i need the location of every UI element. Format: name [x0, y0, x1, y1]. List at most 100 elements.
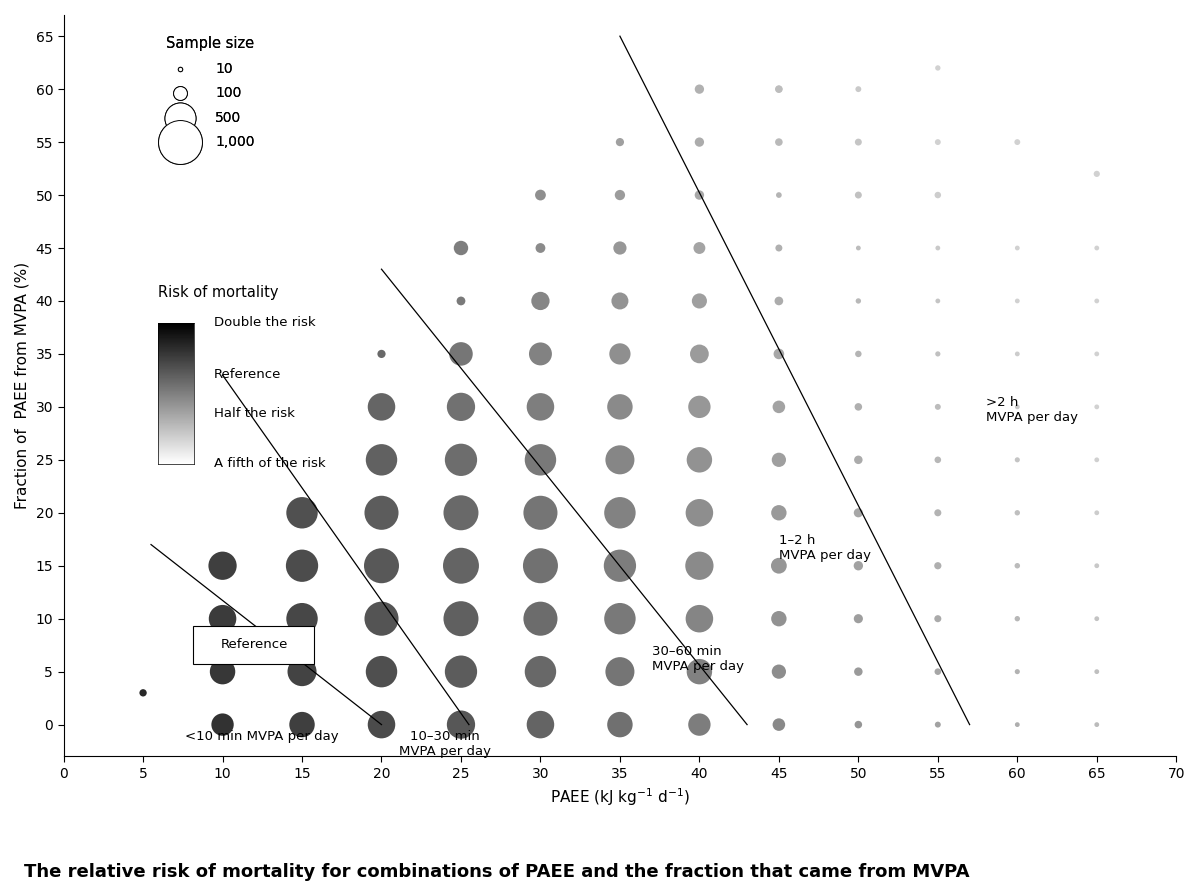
Point	[769, 188, 788, 202]
Point	[1008, 453, 1027, 467]
X-axis label: PAEE (kJ kg$^{-1}$ d$^{-1}$): PAEE (kJ kg$^{-1}$ d$^{-1}$)	[550, 787, 690, 808]
Point	[451, 241, 470, 255]
Text: 1–2 h
MVPA per day: 1–2 h MVPA per day	[779, 534, 871, 562]
Text: Reference: Reference	[214, 368, 281, 381]
Point	[451, 453, 470, 467]
Point	[769, 82, 788, 96]
Point	[451, 612, 470, 626]
Point	[690, 135, 709, 150]
Point	[1087, 453, 1106, 467]
Point	[611, 241, 630, 255]
Point	[611, 665, 630, 679]
Point	[769, 400, 788, 414]
Point	[530, 505, 550, 519]
Point	[769, 718, 788, 732]
Point	[1008, 241, 1027, 255]
Point	[848, 188, 868, 202]
Point	[690, 347, 709, 361]
Point	[451, 400, 470, 414]
Point	[769, 241, 788, 255]
Point	[1008, 612, 1027, 626]
Point	[1087, 558, 1106, 573]
Point	[372, 718, 391, 732]
Point	[848, 400, 868, 414]
Point	[929, 241, 948, 255]
Point	[451, 718, 470, 732]
Point	[769, 558, 788, 573]
Point	[769, 453, 788, 467]
Point	[848, 294, 868, 308]
Point	[530, 347, 550, 361]
Point	[848, 82, 868, 96]
Point	[848, 612, 868, 626]
Point	[1087, 294, 1106, 308]
Point	[690, 718, 709, 732]
Point	[530, 665, 550, 679]
Point	[690, 82, 709, 96]
Point	[929, 718, 948, 732]
Point	[929, 347, 948, 361]
Text: The relative risk of mortality for combinations of PAEE and the fraction that ca: The relative risk of mortality for combi…	[24, 863, 970, 881]
Point	[769, 82, 788, 96]
Point	[1087, 166, 1106, 181]
Point	[611, 558, 630, 573]
Point	[293, 718, 312, 732]
Point	[690, 400, 709, 414]
Point	[690, 188, 709, 202]
Text: 10–30 min
MVPA per day: 10–30 min MVPA per day	[400, 730, 491, 758]
Point	[929, 135, 948, 150]
Point	[1008, 135, 1027, 150]
Point	[1087, 665, 1106, 679]
Point	[212, 612, 232, 626]
Point	[769, 347, 788, 361]
Point	[611, 188, 630, 202]
Point	[848, 453, 868, 467]
Point	[848, 135, 868, 150]
Point	[1087, 505, 1106, 519]
Point	[690, 558, 709, 573]
Point	[848, 558, 868, 573]
Point	[611, 612, 630, 626]
Point	[769, 294, 788, 308]
Point	[1087, 718, 1106, 732]
Point	[530, 718, 550, 732]
Point	[451, 347, 470, 361]
Point	[611, 505, 630, 519]
Point	[451, 665, 470, 679]
Text: Risk of mortality: Risk of mortality	[158, 286, 278, 300]
Point	[530, 294, 550, 308]
Point	[372, 665, 391, 679]
Point	[769, 505, 788, 519]
Point	[611, 294, 630, 308]
Point	[611, 347, 630, 361]
Point	[1008, 505, 1027, 519]
Point	[212, 558, 232, 573]
Point	[530, 453, 550, 467]
Text: Double the risk: Double the risk	[214, 316, 316, 329]
Point	[929, 400, 948, 414]
Point	[848, 241, 868, 255]
Point	[530, 558, 550, 573]
Point	[1008, 665, 1027, 679]
Point	[451, 505, 470, 519]
Point	[690, 505, 709, 519]
Point	[929, 505, 948, 519]
Point	[1008, 400, 1027, 414]
Text: Half the risk: Half the risk	[214, 407, 295, 420]
Point	[1008, 347, 1027, 361]
Point	[929, 558, 948, 573]
Point	[1087, 400, 1106, 414]
Point	[929, 188, 948, 202]
Point	[690, 612, 709, 626]
Text: <10 min MVPA per day: <10 min MVPA per day	[186, 730, 340, 743]
Point	[848, 718, 868, 732]
Point	[530, 241, 550, 255]
Point	[133, 686, 152, 700]
Point	[293, 558, 312, 573]
Point	[929, 61, 948, 75]
Point	[611, 400, 630, 414]
Point	[293, 505, 312, 519]
Y-axis label: Fraction of  PAEE from MVPA (%): Fraction of PAEE from MVPA (%)	[14, 262, 30, 509]
Point	[372, 453, 391, 467]
Point	[451, 558, 470, 573]
